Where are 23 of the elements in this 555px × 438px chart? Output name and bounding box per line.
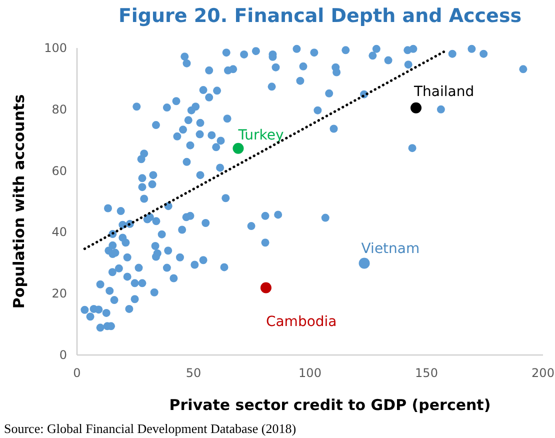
x-tick-label: 0: [73, 366, 81, 380]
series-label: Turkey: [237, 127, 284, 144]
y-tick-label: 40: [52, 225, 67, 240]
series-label: Thailand: [413, 84, 474, 100]
x-tick-label: 200: [532, 366, 554, 380]
point: [358, 258, 370, 269]
x-tick-label: 150: [415, 366, 438, 380]
chart-title: Figure 20. Financal Depth and Access: [118, 5, 522, 27]
y-tick-label: 20: [52, 286, 67, 301]
point: [232, 142, 244, 154]
x-tick-label: 100: [298, 366, 322, 380]
y-tick-label: 60: [52, 164, 67, 178]
series-label: Cambodia: [266, 314, 337, 330]
point: [410, 102, 422, 114]
point: [260, 282, 272, 294]
y-tick-label: 0: [59, 348, 67, 362]
x-tick-label: 50: [186, 366, 202, 380]
y-tick-label: 100: [44, 41, 67, 55]
x-axis-title: Private sector credit to GDP (percent): [169, 396, 491, 414]
y-tick-label: 80: [52, 102, 67, 116]
y-axis-title: Population with accounts: [10, 94, 28, 309]
series-label: Vietnam: [361, 241, 420, 258]
source-note: Source: Global Financial Development Database (2018): [4, 421, 296, 436]
